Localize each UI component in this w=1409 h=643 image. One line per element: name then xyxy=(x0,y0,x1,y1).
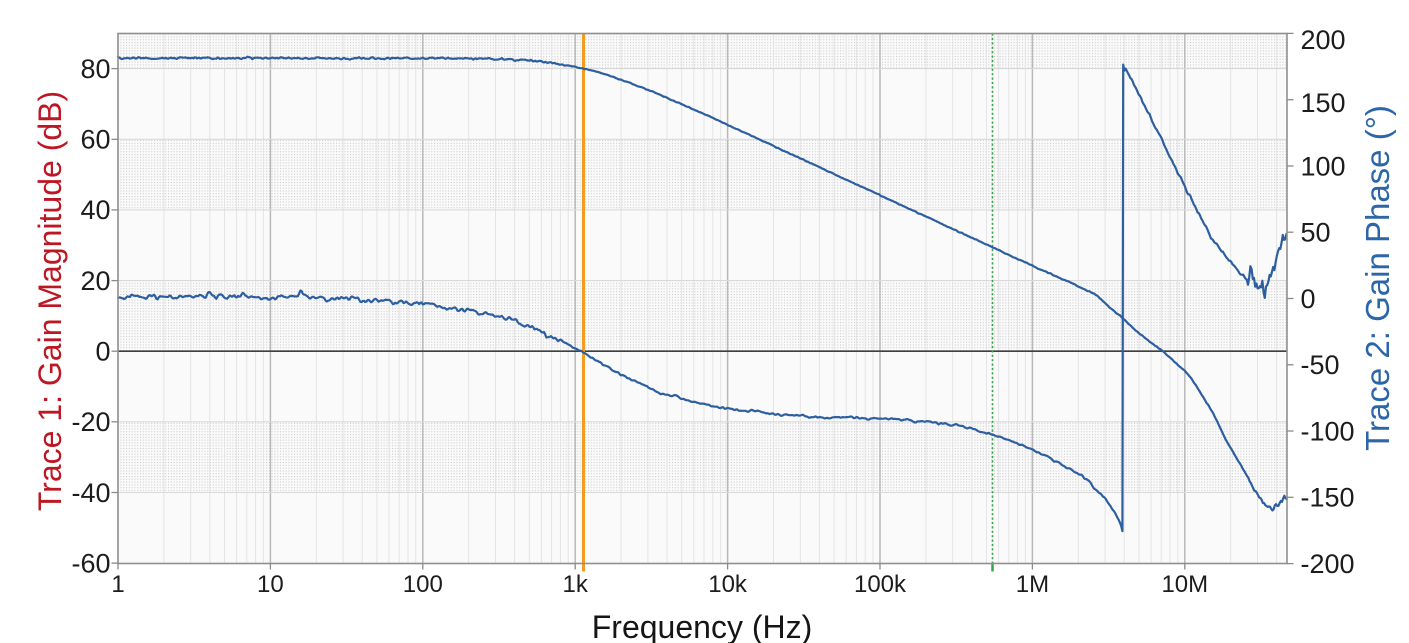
svg-text:10k: 10k xyxy=(708,571,748,598)
svg-text:10M: 10M xyxy=(1161,571,1208,598)
svg-text:100: 100 xyxy=(403,571,443,598)
svg-text:-60: -60 xyxy=(71,548,110,578)
svg-text:100k: 100k xyxy=(854,571,907,598)
svg-text:40: 40 xyxy=(80,195,110,225)
svg-text:20: 20 xyxy=(80,266,110,296)
svg-text:60: 60 xyxy=(80,125,110,155)
svg-text:150: 150 xyxy=(1301,88,1346,118)
svg-text:50: 50 xyxy=(1301,218,1331,248)
svg-text:10: 10 xyxy=(257,571,284,598)
svg-text:-200: -200 xyxy=(1301,549,1355,579)
svg-text:-150: -150 xyxy=(1301,483,1355,513)
svg-text:Trace 1: Gain Magnitude (dB): Trace 1: Gain Magnitude (dB) xyxy=(32,91,68,511)
svg-text:1k: 1k xyxy=(563,571,589,598)
svg-text:-50: -50 xyxy=(1301,350,1340,380)
svg-text:80: 80 xyxy=(80,54,110,84)
svg-text:0: 0 xyxy=(1301,284,1316,314)
svg-text:Trace 2: Gain Phase (°): Trace 2: Gain Phase (°) xyxy=(1359,105,1396,451)
svg-text:200: 200 xyxy=(1301,25,1346,55)
svg-text:1: 1 xyxy=(111,571,124,598)
svg-text:1M: 1M xyxy=(1016,571,1049,598)
svg-text:-20: -20 xyxy=(71,407,110,437)
svg-text:-40: -40 xyxy=(71,478,110,508)
svg-text:0: 0 xyxy=(95,337,110,367)
svg-text:100: 100 xyxy=(1301,151,1346,181)
svg-text:Frequency (Hz): Frequency (Hz) xyxy=(592,609,813,643)
svg-text:-100: -100 xyxy=(1301,416,1355,446)
